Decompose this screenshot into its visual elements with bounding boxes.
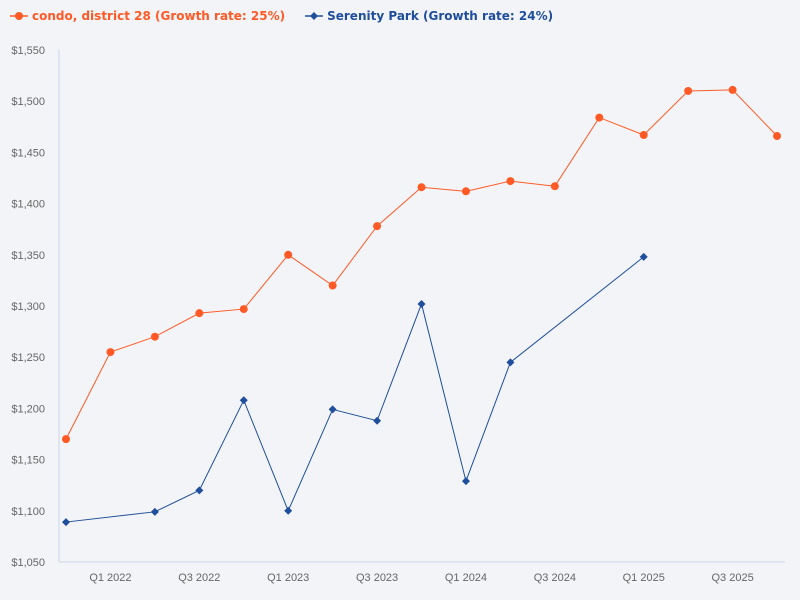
data-point: [195, 486, 204, 495]
diamond-marker-icon: [305, 12, 324, 20]
data-point: [461, 187, 470, 196]
series-line-1: [65, 256, 645, 523]
y-tick-label: $1,150: [11, 455, 45, 467]
y-tick-label: $1,550: [11, 45, 45, 57]
y-tick-label: $1,400: [11, 199, 45, 211]
x-tick-label: Q3 2023: [356, 572, 398, 584]
data-point: [62, 518, 70, 527]
x-tick-label: Q3 2025: [711, 572, 753, 584]
y-tick-label: $1,100: [11, 506, 45, 518]
data-point: [506, 358, 515, 367]
legend-item-condo[interactable]: condo, district 28 (Growth rate: 25%): [10, 9, 285, 23]
x-tick-label: Q1 2022: [89, 572, 131, 584]
data-point: [195, 309, 204, 318]
x-tick-label: Q1 2023: [267, 572, 309, 584]
data-point: [684, 86, 693, 95]
x-tick-label: Q3 2022: [178, 572, 220, 584]
circle-marker-icon: [10, 12, 28, 20]
legend-item-serenity-park[interactable]: Serenity Park (Growth rate: 24%): [305, 9, 553, 23]
data-point: [417, 183, 426, 192]
data-point: [62, 435, 70, 444]
y-tick-label: $1,250: [11, 352, 45, 364]
legend: condo, district 28 (Growth rate: 25%) Se…: [10, 9, 553, 23]
data-point: [106, 348, 115, 357]
y-tick-label: $1,050: [11, 557, 45, 569]
data-point: [150, 507, 159, 516]
x-tick-label: Q1 2025: [623, 572, 665, 584]
x-tick-label: Q3 2024: [534, 572, 576, 584]
data-point: [639, 252, 648, 261]
y-tick-label: $1,450: [11, 147, 45, 159]
data-point: [639, 130, 648, 139]
data-point: [373, 222, 382, 231]
y-tick-label: $1,350: [11, 250, 45, 262]
data-point: [373, 416, 382, 425]
series-line-0: [65, 89, 778, 440]
data-point: [150, 332, 159, 341]
data-point: [284, 250, 293, 259]
data-point: [506, 177, 515, 186]
legend-label: condo, district 28 (Growth rate: 25%): [32, 9, 286, 23]
data-point: [328, 281, 337, 290]
data-point: [550, 182, 559, 191]
x-tick-label: Q1 2024: [445, 572, 487, 584]
data-point: [461, 477, 470, 486]
data-point: [417, 299, 426, 308]
data-point: [284, 506, 293, 515]
data-point: [239, 396, 248, 405]
data-point: [773, 132, 782, 141]
data-point: [595, 113, 604, 122]
legend-label: Serenity Park (Growth rate: 24%): [327, 9, 554, 23]
data-point: [328, 405, 337, 414]
y-tick-label: $1,500: [11, 96, 45, 108]
y-tick-label: $1,200: [11, 403, 45, 415]
y-tick-label: $1,300: [11, 301, 45, 313]
data-point: [239, 305, 248, 314]
data-point: [728, 85, 737, 94]
